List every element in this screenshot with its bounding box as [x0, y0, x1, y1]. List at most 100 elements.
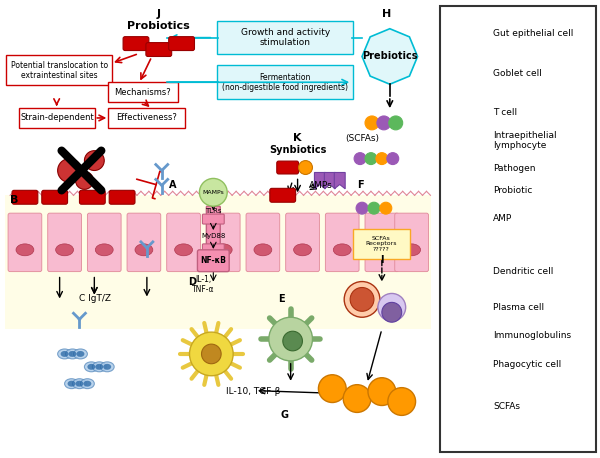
FancyBboxPatch shape: [123, 37, 149, 50]
Circle shape: [368, 202, 380, 214]
FancyBboxPatch shape: [440, 6, 596, 452]
FancyBboxPatch shape: [270, 188, 296, 202]
Ellipse shape: [92, 362, 106, 372]
Text: Gut epithelial cell: Gut epithelial cell: [493, 29, 573, 38]
Text: Probiotics: Probiotics: [127, 21, 190, 31]
FancyBboxPatch shape: [127, 213, 161, 272]
Circle shape: [378, 294, 406, 321]
FancyBboxPatch shape: [277, 161, 299, 174]
Text: G: G: [281, 410, 289, 420]
Ellipse shape: [461, 32, 477, 44]
Circle shape: [356, 202, 368, 214]
Text: SCFAs
Receptors
?????: SCFAs Receptors ?????: [365, 235, 397, 252]
FancyBboxPatch shape: [8, 213, 42, 272]
Text: IL-10, TGF-β: IL-10, TGF-β: [226, 387, 280, 396]
Ellipse shape: [74, 349, 88, 359]
Ellipse shape: [80, 379, 94, 389]
FancyBboxPatch shape: [453, 16, 485, 51]
Ellipse shape: [76, 381, 83, 387]
Ellipse shape: [135, 244, 153, 256]
Text: MyD88: MyD88: [201, 233, 226, 239]
Ellipse shape: [16, 244, 34, 256]
FancyBboxPatch shape: [146, 43, 172, 56]
Circle shape: [457, 101, 481, 125]
Ellipse shape: [76, 351, 85, 357]
Text: J: J: [157, 9, 161, 19]
Polygon shape: [325, 173, 335, 189]
Text: AMP: AMP: [493, 213, 512, 223]
Ellipse shape: [85, 362, 98, 372]
Circle shape: [350, 288, 374, 311]
Circle shape: [471, 403, 483, 415]
FancyBboxPatch shape: [217, 21, 353, 55]
Text: D: D: [188, 277, 197, 287]
Text: Phagocytic cell: Phagocytic cell: [493, 360, 561, 369]
Circle shape: [380, 202, 392, 214]
Text: H: H: [382, 9, 391, 19]
Text: Immunoglobulins: Immunoglobulins: [493, 331, 571, 339]
Circle shape: [343, 385, 371, 412]
Circle shape: [344, 282, 380, 317]
FancyBboxPatch shape: [365, 213, 399, 272]
Circle shape: [299, 161, 313, 174]
Text: Prebiotics: Prebiotics: [362, 51, 418, 61]
Text: Intraepithelial
lymphocyte: Intraepithelial lymphocyte: [493, 131, 557, 151]
FancyBboxPatch shape: [19, 108, 95, 128]
Ellipse shape: [83, 381, 91, 387]
Text: Synbiotics: Synbiotics: [269, 145, 326, 155]
Ellipse shape: [333, 244, 351, 256]
Bar: [5, 195, 431, 329]
Ellipse shape: [473, 305, 481, 311]
Text: Dendritic cell: Dendritic cell: [493, 267, 553, 276]
Ellipse shape: [457, 305, 465, 311]
FancyBboxPatch shape: [88, 213, 121, 272]
Text: Plasma cell: Plasma cell: [493, 303, 544, 312]
Ellipse shape: [460, 71, 478, 84]
Text: A: A: [169, 180, 176, 191]
FancyBboxPatch shape: [206, 206, 220, 267]
Ellipse shape: [373, 244, 391, 256]
Text: MAMPs: MAMPs: [202, 190, 224, 195]
Circle shape: [461, 133, 477, 149]
Circle shape: [466, 268, 476, 279]
Circle shape: [463, 359, 475, 371]
Polygon shape: [463, 208, 473, 223]
Ellipse shape: [61, 351, 68, 357]
Circle shape: [190, 332, 233, 376]
FancyBboxPatch shape: [452, 55, 486, 92]
Ellipse shape: [254, 244, 272, 256]
FancyBboxPatch shape: [202, 214, 224, 224]
Circle shape: [202, 344, 221, 364]
Circle shape: [365, 116, 379, 130]
Text: E: E: [278, 294, 284, 305]
FancyBboxPatch shape: [286, 213, 319, 272]
Circle shape: [388, 387, 416, 415]
Circle shape: [76, 171, 94, 189]
FancyBboxPatch shape: [353, 229, 410, 259]
Ellipse shape: [293, 244, 311, 256]
FancyBboxPatch shape: [246, 213, 280, 272]
FancyBboxPatch shape: [169, 37, 194, 50]
FancyBboxPatch shape: [206, 213, 240, 272]
FancyBboxPatch shape: [167, 213, 200, 272]
Circle shape: [368, 378, 396, 405]
FancyBboxPatch shape: [12, 191, 38, 204]
Ellipse shape: [95, 364, 103, 370]
FancyBboxPatch shape: [197, 250, 229, 272]
Ellipse shape: [454, 302, 468, 312]
Ellipse shape: [470, 302, 484, 312]
Text: F: F: [357, 180, 364, 191]
FancyBboxPatch shape: [217, 65, 353, 99]
Ellipse shape: [68, 351, 76, 357]
Circle shape: [465, 396, 477, 408]
Text: NF-κB: NF-κB: [200, 256, 226, 265]
Text: (SCFAs): (SCFAs): [345, 134, 379, 143]
Text: SCFAs: SCFAs: [493, 402, 520, 411]
FancyBboxPatch shape: [108, 108, 185, 128]
Text: Probiotic: Probiotic: [493, 186, 532, 195]
Ellipse shape: [214, 244, 232, 256]
Polygon shape: [334, 173, 345, 189]
Ellipse shape: [58, 349, 71, 359]
Circle shape: [459, 158, 479, 179]
FancyBboxPatch shape: [42, 191, 68, 204]
